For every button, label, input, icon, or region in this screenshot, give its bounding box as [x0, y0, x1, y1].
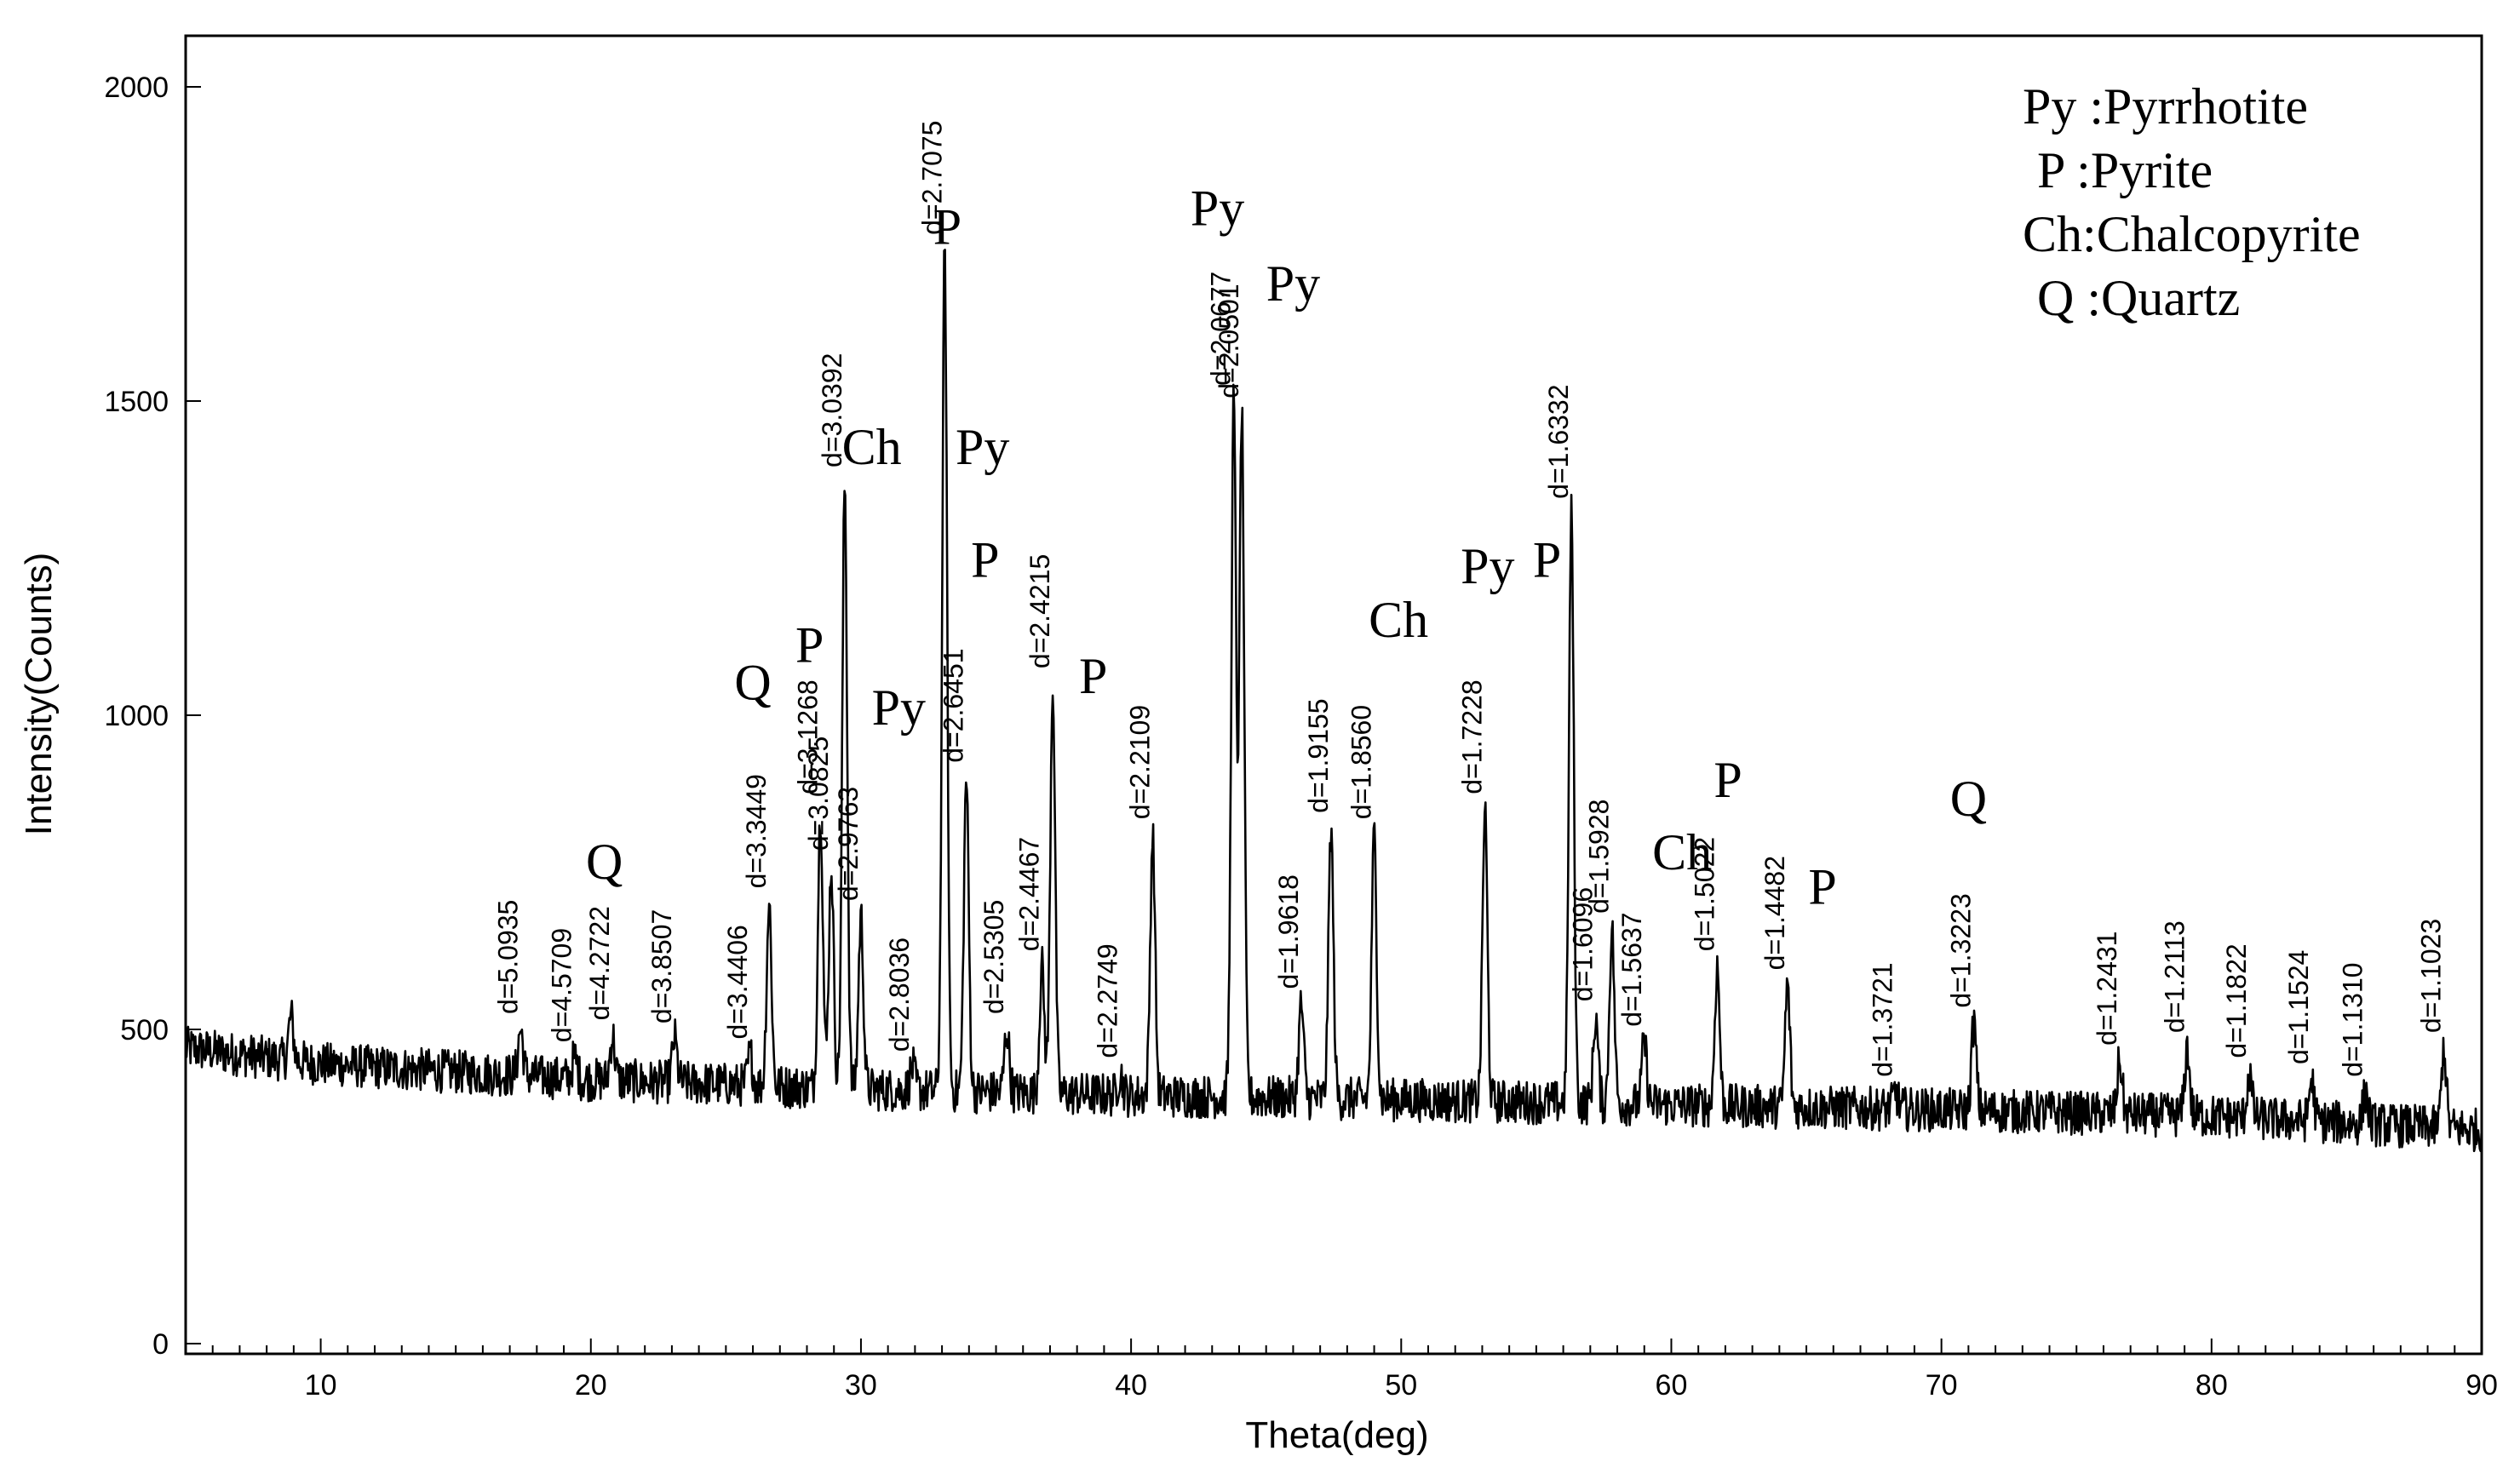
d-spacing-label: d=2.2109: [1124, 705, 1155, 819]
phase-annotation: P: [933, 199, 962, 255]
d-spacing-labels: d=5.0935 d=4.5709 d=4.2722 d=3.8507 d=3.4406…: [492, 121, 2446, 1077]
d-spacing-label: d=1.2113: [2159, 920, 2190, 1033]
d-spacing-label: d=1.5637: [1616, 912, 1647, 1026]
y-tick-label: 1000: [104, 700, 169, 732]
d-spacing-label: d=1.3721: [1868, 962, 1898, 1076]
x-tick-label: 30: [845, 1369, 877, 1402]
phase-annotation: P: [1533, 532, 1561, 588]
d-spacing-label: d=1.5928: [1584, 800, 1615, 914]
legend-entry-chalcopyrite: Ch:Chalcopyrite: [2023, 206, 2361, 262]
d-spacing-label: d=5.0935: [492, 900, 523, 1014]
phase-annotation: Py: [1461, 538, 1514, 594]
d-spacing-label: d=1.1822: [2221, 943, 2252, 1058]
d-spacing-label: d=3.8507: [646, 909, 677, 1023]
x-tick-label: 60: [1656, 1369, 1688, 1402]
d-spacing-label: d=4.5709: [547, 928, 577, 1042]
phase-annotation: P: [971, 532, 999, 588]
x-tick-label: 20: [575, 1369, 607, 1402]
d-spacing-label: d=4.2722: [584, 906, 615, 1020]
d-spacing-label: d=1.1524: [2283, 950, 2314, 1064]
y-tick-label: 500: [120, 1014, 169, 1046]
d-spacing-label: d=1.4482: [1759, 856, 1790, 970]
x-tick-label: 40: [1115, 1369, 1147, 1402]
phase-annotation: Py: [1191, 180, 1244, 236]
legend: Py :Pyrrhotite P :Pyrite Ch:Chalcopyrite…: [2023, 78, 2361, 326]
d-spacing-label: d=3.4406: [722, 925, 753, 1039]
phase-annotation: P: [1079, 648, 1107, 704]
y-tick-labels: 0 500 1000 1500 2000: [104, 72, 169, 1361]
d-spacing-label: d=2.6451: [939, 648, 969, 762]
phase-annotation: Ch: [1369, 592, 1428, 648]
phase-annotation: P: [1808, 858, 1836, 914]
x-tick-labels: 10 20 30 40 50 60 70 80 90: [305, 1369, 2498, 1402]
phase-annotation: P: [795, 616, 824, 673]
phase-annotation: Q: [734, 655, 771, 711]
y-axis-label: Intensity(Counts): [18, 553, 60, 836]
legend-entry-pyrrhotite: Py :Pyrrhotite: [2023, 78, 2308, 135]
diffraction-pattern-line: [186, 249, 2482, 1150]
d-spacing-label: d=1.7228: [1457, 679, 1488, 794]
y-tick-label: 2000: [104, 72, 169, 104]
phase-annotation: Ch: [842, 419, 902, 475]
d-spacing-label: d=2.8036: [884, 937, 915, 1052]
y-tick-label: 1500: [104, 386, 169, 418]
phase-annotation: Py: [872, 679, 926, 736]
phase-annotation: Q: [586, 834, 623, 890]
x-axis-label: Theta(deg): [1245, 1414, 1428, 1456]
d-spacing-label: d=1.3223: [1946, 893, 1977, 1007]
d-spacing-label: d=2.4467: [1013, 837, 1044, 951]
d-spacing-label: d=1.6332: [1543, 384, 1574, 498]
d-spacing-label: d=2.9763: [833, 787, 864, 901]
y-tick-label: 0: [152, 1328, 169, 1361]
d-spacing-label: d=2.2749: [1092, 943, 1122, 1058]
d-spacing-label: d=3.0825: [803, 737, 834, 851]
phase-annotation: P: [1713, 752, 1742, 808]
phase-annotation: Ch: [1652, 824, 1712, 880]
x-tick-label: 90: [2465, 1369, 2498, 1402]
d-spacing-label: d=2.4215: [1025, 554, 1055, 668]
legend-entry-pyrite: P :Pyrite: [2037, 142, 2213, 198]
legend-entry-quartz: Q :Quartz: [2037, 270, 2240, 326]
x-tick-label: 10: [305, 1369, 337, 1402]
xrd-chart: 0 500 1000 1500 2000 10 20 30 40 50 60 70 80 90 d=5.…: [0, 0, 2520, 1479]
x-tick-label: 80: [2196, 1369, 2228, 1402]
d-spacing-label: d=1.9618: [1273, 874, 1304, 989]
phase-annotation: Py: [1266, 255, 1320, 312]
phase-annotation: Py: [956, 419, 1009, 475]
d-spacing-label: d=1.2431: [2092, 932, 2122, 1046]
d-spacing-label: d=1.9155: [1303, 698, 1334, 812]
x-tick-label: 70: [1926, 1369, 1958, 1402]
x-tick-label: 50: [1385, 1369, 1417, 1402]
d-spacing-label: d=1.1310: [2338, 962, 2368, 1076]
d-spacing-label: d=2.0501: [1214, 284, 1244, 398]
d-spacing-label: d=1.8560: [1346, 705, 1377, 819]
d-spacing-label: d=3.3449: [741, 774, 772, 888]
d-spacing-label: d=2.5305: [979, 900, 1009, 1014]
phase-annotation: Q: [1950, 771, 1987, 827]
d-spacing-label: d=1.1023: [2416, 919, 2447, 1033]
